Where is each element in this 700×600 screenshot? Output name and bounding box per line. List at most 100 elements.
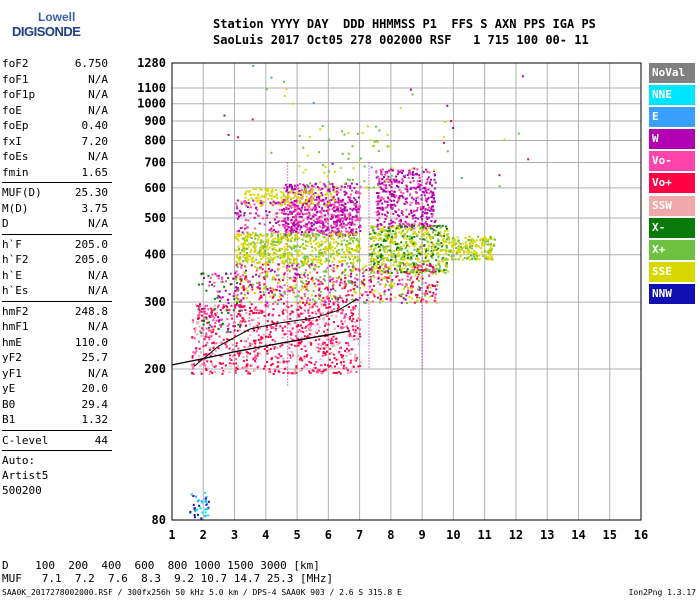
echo-point [465,250,468,253]
echo-point [258,275,261,278]
echo-point [244,197,247,199]
echo-point [201,357,204,360]
echo-point [304,231,307,233]
echo-point [223,114,226,117]
echo-point [373,295,376,298]
echo-point [298,266,301,269]
echo-point [330,366,333,369]
distance-row: D 100 200 400 600 800 1000 1500 3000 [km… [2,559,320,572]
echo-point [402,229,404,232]
echo-point [461,258,464,261]
echo-point [474,245,477,248]
echo-point [298,190,301,193]
echo-point [415,254,418,257]
echo-point [397,255,400,257]
echo-point [232,362,235,365]
echo-point [311,311,314,314]
echo-point [320,259,323,262]
echo-point [305,229,308,232]
echo-point [437,243,440,246]
echo-point [282,223,285,226]
echo-point [347,334,350,337]
echo-point [427,259,430,262]
echo-point [295,236,298,239]
echo-point [351,228,354,231]
echo-point [327,138,330,141]
echo-point [352,249,354,252]
echo-point [320,232,323,234]
echo-point [212,345,215,348]
echo-point [355,183,358,186]
echo-point [261,271,264,274]
echo-point [266,188,269,190]
echo-point [412,290,415,293]
echo-point [329,248,332,251]
echo-point [350,270,353,273]
echo-point [323,260,326,263]
echo-point [416,202,419,205]
echo-point [389,299,392,302]
echo-point [314,301,317,304]
echo-point [260,244,263,247]
echo-point [231,350,234,353]
echo-point [443,232,446,235]
echo-point [314,199,316,201]
echo-point [309,253,312,256]
echo-point [386,280,389,283]
echo-point [308,197,311,200]
echo-point [256,196,258,199]
echo-point [487,258,490,261]
echo-point [240,301,243,304]
echo-point [265,261,268,263]
echo-point [355,203,358,206]
echo-point [425,220,428,223]
echo-point [252,64,255,67]
echo-point [236,302,238,304]
echo-point [356,299,359,301]
echo-point [279,256,282,259]
echo-point [451,258,454,261]
echo-point [399,261,402,264]
echo-point [435,272,438,275]
echo-point [414,216,417,219]
echo-point [259,296,262,299]
echo-point [388,222,391,225]
echo-point [390,225,393,228]
echo-point [322,341,325,344]
echo-point [429,265,432,267]
echo-point [283,233,286,236]
echo-point [295,250,298,253]
echo-point [209,324,212,326]
echo-point [319,262,322,265]
echo-point [209,347,212,349]
echo-point [202,345,205,348]
echo-point [335,186,337,188]
echo-point [391,284,394,287]
echo-point [357,312,360,315]
echo-point [384,213,387,216]
echo-point [240,299,243,302]
muf-row: MUF 7.1 7.2 7.6 8.3 9.2 10.7 14.7 25.3 [… [2,572,334,585]
echo-point [288,232,291,235]
echo-point [427,176,430,179]
echo-point [351,269,354,272]
echo-point [425,255,428,258]
echo-point [233,333,236,336]
echo-point [416,299,419,302]
echo-point [287,213,290,216]
echo-point [294,217,297,220]
echo-point [406,174,409,176]
echo-point [404,257,407,260]
echo-point [409,277,412,280]
echo-point [377,250,380,253]
echo-point [449,249,452,252]
echo-point [399,247,402,250]
echo-point [214,314,217,317]
echo-point [406,243,409,246]
echo-point [434,300,437,303]
echo-point [260,335,263,338]
echo-point [379,169,382,171]
echo-point [315,243,318,246]
echo-point [453,258,456,261]
echo-point [338,217,341,220]
